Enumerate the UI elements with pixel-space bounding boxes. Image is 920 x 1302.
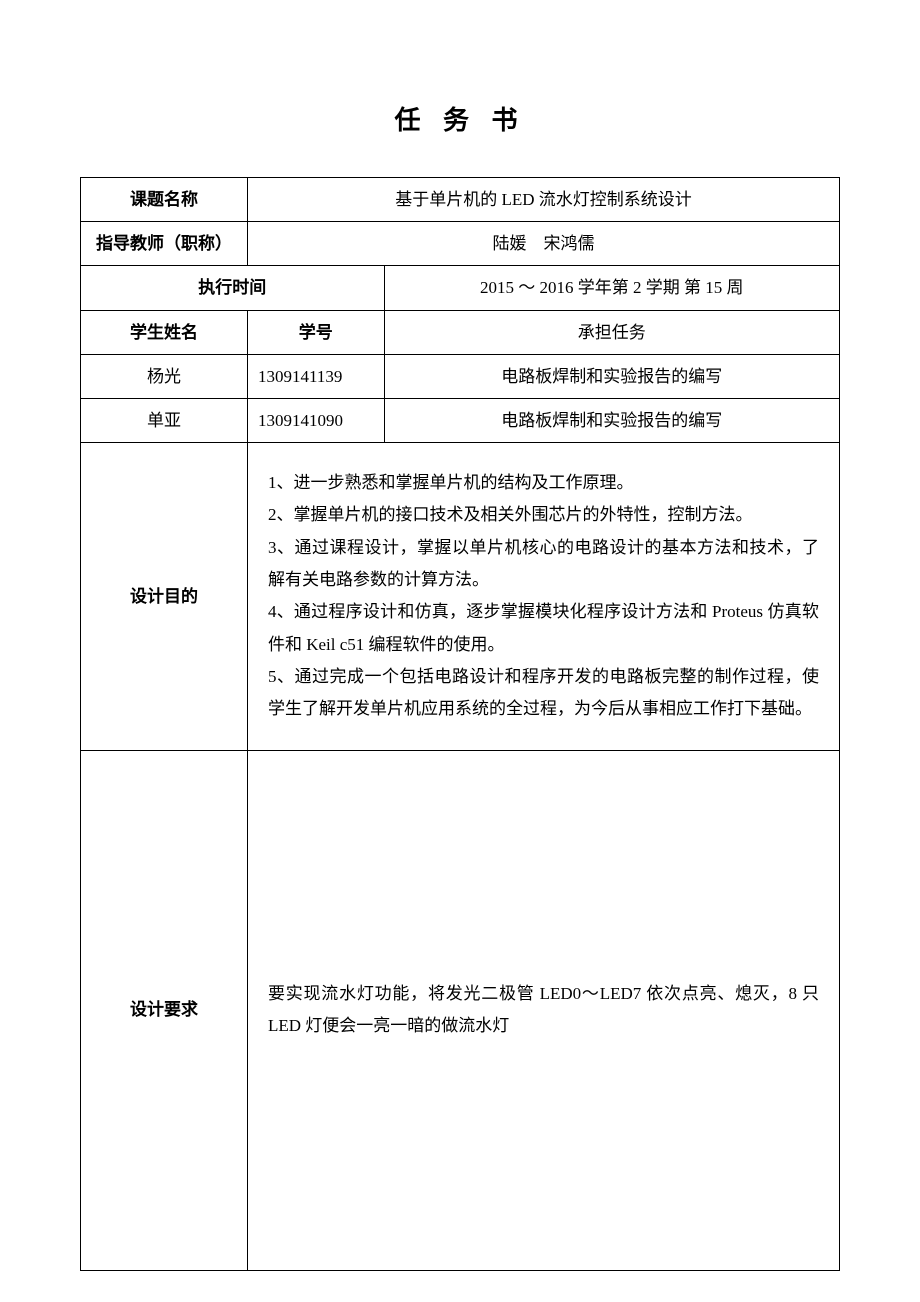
student-name-header: 学生姓名 [81, 310, 248, 354]
exec-value: 2015 ～ 2016 学年第 2 学期 第 15 周 [384, 266, 839, 310]
task-table: 课题名称 基于单片机的 LED 流水灯控制系统设计 指导教师（职称） 陆媛 宋鸿… [80, 177, 840, 1271]
objective-line: 3、通过课程设计，掌握以单片机核心的电路设计的基本方法和技术，了解有关电路参数的… [268, 532, 819, 597]
topic-value: 基于单片机的 LED 流水灯控制系统设计 [247, 178, 839, 222]
row-student-2: 单亚 1309141090 电路板焊制和实验报告的编写 [81, 398, 840, 442]
page-title: 任 务 书 [80, 100, 840, 137]
row-student-1: 杨光 1309141139 电路板焊制和实验报告的编写 [81, 354, 840, 398]
advisor-value: 陆媛 宋鸿儒 [247, 222, 839, 266]
row-exec-time: 执行时间 2015 ～ 2016 学年第 2 学期 第 15 周 [81, 266, 840, 310]
exec-label: 执行时间 [81, 266, 385, 310]
student-id-header: 学号 [247, 310, 384, 354]
student1-id: 1309141139 [247, 354, 384, 398]
row-objective: 设计目的 1、进一步熟悉和掌握单片机的结构及工作原理。2、掌握单片机的接口技术及… [81, 443, 840, 750]
row-header-students: 学生姓名 学号 承担任务 [81, 310, 840, 354]
objective-line: 4、通过程序设计和仿真，逐步掌握模块化程序设计方法和 Proteus 仿真软件和… [268, 596, 819, 661]
requirement-body: 要实现流水灯功能，将发光二极管 LED0～LED7 依次点亮、熄灭，8 只 LE… [247, 750, 839, 1270]
requirement-label: 设计要求 [81, 750, 248, 1270]
student-task-header: 承担任务 [384, 310, 839, 354]
student1-task: 电路板焊制和实验报告的编写 [384, 354, 839, 398]
student2-id: 1309141090 [247, 398, 384, 442]
requirement-text: 要实现流水灯功能，将发光二极管 LED0～LED7 依次点亮、熄灭，8 只 LE… [268, 978, 819, 1043]
topic-label: 课题名称 [81, 178, 248, 222]
student2-task: 电路板焊制和实验报告的编写 [384, 398, 839, 442]
student1-name: 杨光 [81, 354, 248, 398]
row-topic: 课题名称 基于单片机的 LED 流水灯控制系统设计 [81, 178, 840, 222]
student2-name: 单亚 [81, 398, 248, 442]
row-requirement: 设计要求 要实现流水灯功能，将发光二极管 LED0～LED7 依次点亮、熄灭，8… [81, 750, 840, 1270]
objective-line: 2、掌握单片机的接口技术及相关外围芯片的外特性，控制方法。 [268, 499, 819, 531]
objective-line: 1、进一步熟悉和掌握单片机的结构及工作原理。 [268, 467, 819, 499]
objective-body: 1、进一步熟悉和掌握单片机的结构及工作原理。2、掌握单片机的接口技术及相关外围芯… [247, 443, 839, 750]
objective-line: 5、通过完成一个包括电路设计和程序开发的电路板完整的制作过程，使学生了解开发单片… [268, 661, 819, 726]
advisor-label: 指导教师（职称） [81, 222, 248, 266]
objective-label: 设计目的 [81, 443, 248, 750]
row-advisor: 指导教师（职称） 陆媛 宋鸿儒 [81, 222, 840, 266]
objective-text: 1、进一步熟悉和掌握单片机的结构及工作原理。2、掌握单片机的接口技术及相关外围芯… [268, 467, 819, 725]
